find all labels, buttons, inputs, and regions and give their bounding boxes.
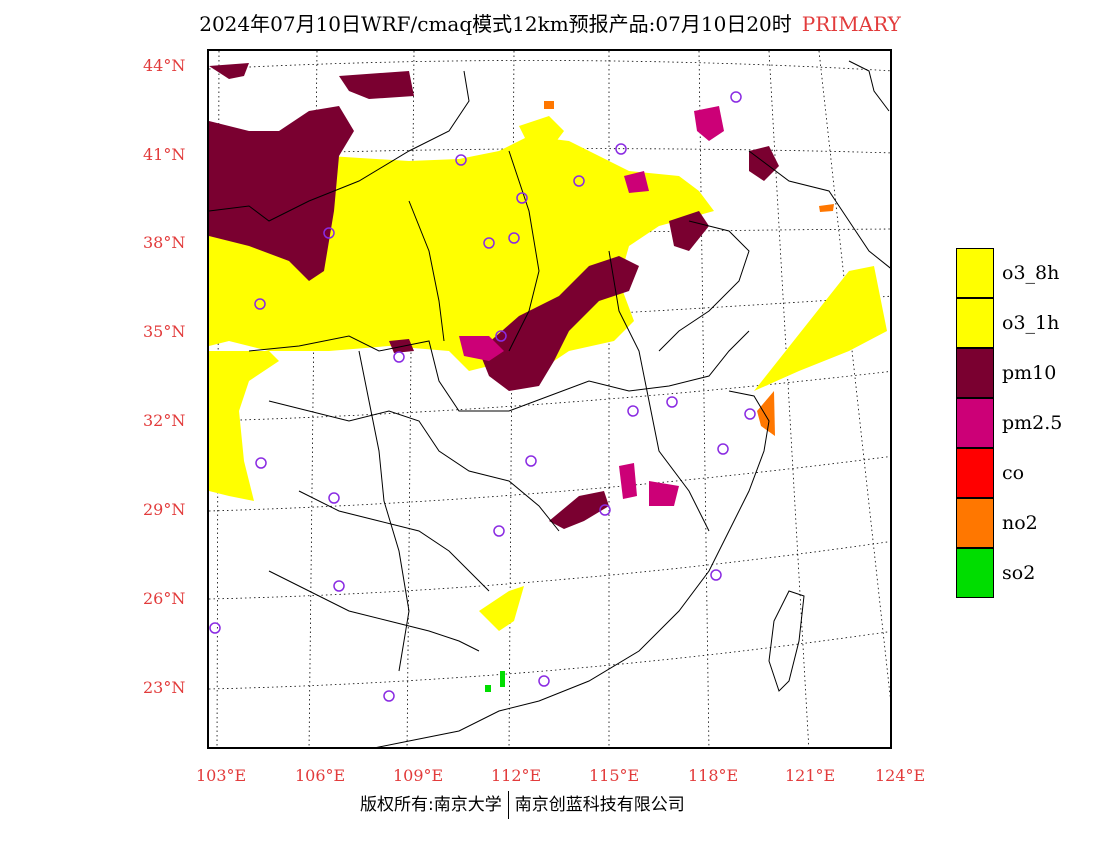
so2-field [485,671,505,692]
legend-label: o3_1h [1002,312,1060,334]
footer-divider [507,791,509,819]
legend-item-pm25: pm2.5 [956,398,1100,448]
lat-label: 41°N [143,145,186,164]
legend-label: pm2.5 [1002,412,1063,434]
legend-label: so2 [1002,562,1036,584]
boundaries [209,60,890,747]
legend-swatch [956,348,994,398]
lon-label: 112°E [491,766,542,785]
lat-label: 35°N [143,322,186,341]
lon-label: 103°E [196,766,247,785]
primary-tag: PRIMARY [801,12,901,36]
legend-item-o3-1h: o3_1h [956,298,1100,348]
copyright-footer: 版权所有:南京大学 南京创蓝科技有限公司 [360,790,685,819]
legend-swatch [956,498,994,548]
copyright-owner: 版权所有:南京大学 [360,795,502,815]
lat-label: 32°N [143,411,186,430]
legend-swatch [956,448,994,498]
map-title: 2024年07月10日WRF/cmaq模式12km预报产品:07月10日20时 P… [0,8,1100,37]
legend-item-co: co [956,448,1100,498]
legend-swatch [956,298,994,348]
legend-swatch [956,398,994,448]
legend-item-o3-8h: o3_8h [956,248,1100,298]
lon-label: 106°E [295,766,346,785]
graticule [209,51,890,747]
lon-label: 124°E [875,766,926,785]
lat-label: 29°N [143,500,186,519]
lat-label: 26°N [143,589,186,608]
legend-swatch [956,548,994,598]
station-markers [209,91,756,702]
map-canvas [209,51,890,747]
lon-label: 115°E [589,766,640,785]
lat-label: 38°N [143,233,186,252]
legend-label: co [1002,462,1025,484]
legend-item-pm10: pm10 [956,348,1100,398]
pm25-field [459,106,724,506]
lon-label: 121°E [785,766,836,785]
legend-label: o3_8h [1002,262,1060,284]
pm10-field [209,63,779,529]
lon-label: 118°E [688,766,739,785]
forecast-map[interactable] [207,49,892,749]
legend-item-no2: no2 [956,498,1100,548]
legend-label: pm10 [1002,362,1057,384]
legend-item-so2: so2 [956,548,1100,598]
lon-label: 109°E [393,766,444,785]
legend-swatch [956,248,994,298]
lat-label: 23°N [143,678,186,697]
map-title-text: 2024年07月10日WRF/cmaq模式12km预报产品:07月10日20时 [199,12,792,36]
legend-label: no2 [1002,512,1038,534]
no2-field [544,101,834,436]
copyright-company: 南京创蓝科技有限公司 [514,795,685,815]
lat-label: 44°N [143,56,186,75]
